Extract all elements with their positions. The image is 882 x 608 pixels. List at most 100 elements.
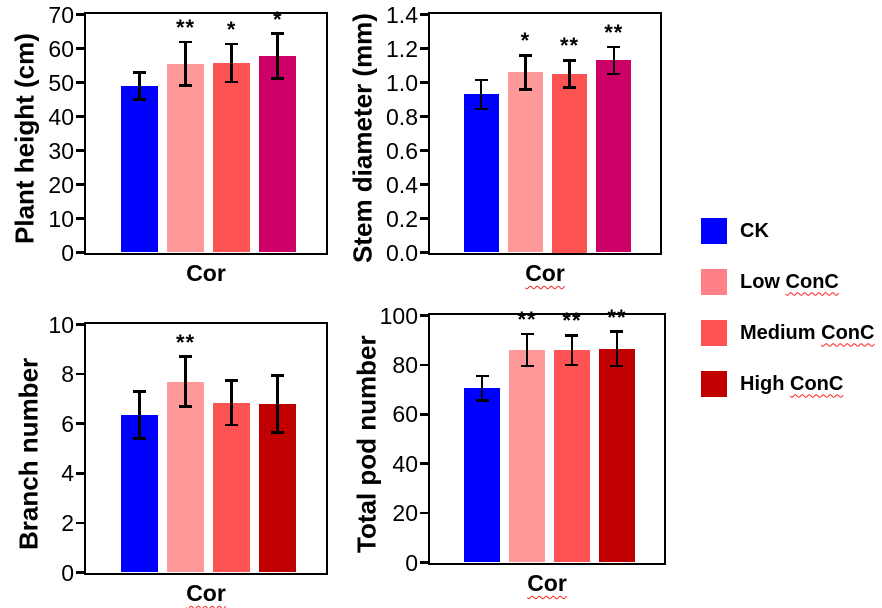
y-tick-mark bbox=[420, 13, 428, 16]
error-bar bbox=[570, 335, 574, 365]
x-axis-category-label: Cor bbox=[525, 260, 565, 286]
error-bar-cap-bottom bbox=[607, 72, 621, 76]
error-bar bbox=[480, 376, 484, 401]
legend-swatch-high-conc bbox=[701, 371, 727, 397]
significance-marker: ** bbox=[604, 19, 624, 45]
y-tick-mark bbox=[76, 571, 84, 574]
y-tick-label: 20 bbox=[48, 171, 74, 198]
y-tick-label: 0.2 bbox=[386, 205, 418, 232]
y-tick-label: 10 bbox=[48, 205, 74, 232]
bar-high-conc bbox=[599, 348, 635, 563]
legend-item-ck: CK bbox=[701, 218, 874, 244]
chart-stem-diameter-plot bbox=[428, 12, 662, 255]
error-bar bbox=[525, 334, 529, 367]
y-tick-mark bbox=[420, 183, 428, 186]
error-bar-cap-bottom bbox=[518, 88, 532, 91]
y-tick-label: 20 bbox=[392, 500, 418, 527]
y-tick-label: 0.8 bbox=[386, 103, 418, 130]
error-bar-cap-top bbox=[520, 332, 534, 336]
error-bar-cap-bottom bbox=[179, 405, 192, 408]
bar-medium-conc bbox=[213, 402, 250, 573]
bar-high-conc bbox=[596, 60, 632, 253]
error-bar-cap-top bbox=[271, 32, 285, 35]
y-tick-mark bbox=[76, 372, 84, 376]
error-bar-cap-bottom bbox=[474, 107, 488, 111]
bar-low-conc bbox=[167, 63, 204, 253]
y-tick-label: 60 bbox=[392, 401, 418, 428]
error-bar-cap-top bbox=[225, 42, 239, 46]
error-bar-cap-top bbox=[132, 71, 146, 74]
x-axis-category-label: Cor bbox=[527, 570, 567, 596]
y-tick-label: 2 bbox=[61, 509, 74, 536]
error-bar bbox=[184, 42, 187, 86]
error-bar-cap-top bbox=[518, 54, 532, 57]
y-tick-label: 1.2 bbox=[386, 35, 418, 62]
bar-low-conc bbox=[167, 381, 204, 573]
y-tick-label: 0.4 bbox=[386, 171, 418, 198]
error-bar-cap-bottom bbox=[271, 77, 285, 80]
y-tick-mark bbox=[76, 81, 84, 84]
y-tick-label: 100 bbox=[379, 302, 418, 329]
legend-label-text: CK bbox=[740, 219, 769, 242]
y-tick-mark bbox=[420, 511, 428, 515]
legend-item-medium-conc: Medium ConC bbox=[701, 320, 874, 346]
y-tick-mark bbox=[420, 149, 428, 152]
y-tick-mark bbox=[420, 363, 428, 367]
error-bar-cap-top bbox=[607, 45, 621, 49]
bar-medium-conc bbox=[213, 63, 250, 253]
error-bar-cap-bottom bbox=[225, 423, 239, 427]
x-axis-label-total-pod-number: Cor bbox=[428, 570, 666, 597]
error-bar bbox=[184, 356, 187, 407]
y-tick-label: 0 bbox=[61, 239, 74, 266]
bar-high-conc bbox=[259, 55, 297, 253]
error-bar-cap-top bbox=[563, 59, 577, 62]
y-tick-mark bbox=[76, 251, 84, 254]
error-bar bbox=[479, 79, 483, 109]
y-tick-label: 70 bbox=[48, 1, 74, 28]
error-bar bbox=[138, 72, 141, 100]
error-bar bbox=[615, 331, 619, 367]
error-bar bbox=[230, 44, 233, 83]
y-tick-label: 0 bbox=[405, 549, 418, 576]
y-tick-label: 8 bbox=[61, 361, 74, 388]
chart-branch-number-plot bbox=[84, 322, 328, 575]
significance-marker: ** bbox=[517, 307, 537, 333]
y-tick-label: 50 bbox=[48, 69, 74, 96]
error-bar bbox=[612, 46, 616, 74]
legend: CK Low ConC Medium ConC High ConC bbox=[701, 218, 874, 397]
error-bar-cap-top bbox=[179, 355, 192, 358]
y-tick-label: 0.0 bbox=[386, 239, 418, 266]
y-tick-label: 1.4 bbox=[386, 1, 418, 28]
y-tick-label: 10 bbox=[48, 311, 74, 338]
error-bar-cap-bottom bbox=[520, 364, 534, 368]
y-tick-mark bbox=[76, 149, 84, 152]
error-bar bbox=[230, 380, 233, 425]
error-bar-cap-bottom bbox=[179, 84, 192, 87]
y-tick-label: 80 bbox=[392, 351, 418, 378]
y-tick-label: 40 bbox=[48, 103, 74, 130]
y-tick-mark bbox=[420, 251, 428, 254]
error-bar-cap-top bbox=[179, 40, 192, 44]
significance-marker: ** bbox=[562, 308, 582, 334]
error-bar-cap-top bbox=[474, 78, 488, 82]
legend-label-spellchecked-word: ConC bbox=[785, 270, 839, 293]
y-tick-mark bbox=[76, 521, 84, 525]
legend-label-low-conc: Low ConC bbox=[740, 271, 839, 294]
y-tick-mark bbox=[76, 217, 84, 220]
y-tick-label: 0.6 bbox=[386, 137, 418, 164]
error-bar-cap-bottom bbox=[475, 399, 489, 402]
error-bar bbox=[138, 391, 141, 439]
bar-low-conc bbox=[509, 350, 545, 563]
y-tick-mark bbox=[420, 413, 428, 416]
legend-swatch-medium-conc bbox=[701, 320, 727, 346]
y-tick-mark bbox=[76, 183, 84, 186]
error-bar-cap-top bbox=[225, 379, 239, 382]
significance-marker: ** bbox=[560, 33, 580, 59]
legend-label-spellchecked-word: ConC bbox=[821, 321, 875, 344]
x-axis-label-stem-diameter: Cor bbox=[428, 260, 662, 287]
y-tick-mark bbox=[76, 422, 84, 425]
error-bar-cap-bottom bbox=[225, 80, 239, 84]
bar-ck bbox=[464, 388, 500, 563]
error-bar-cap-top bbox=[565, 334, 579, 337]
y-tick-mark bbox=[420, 217, 428, 220]
